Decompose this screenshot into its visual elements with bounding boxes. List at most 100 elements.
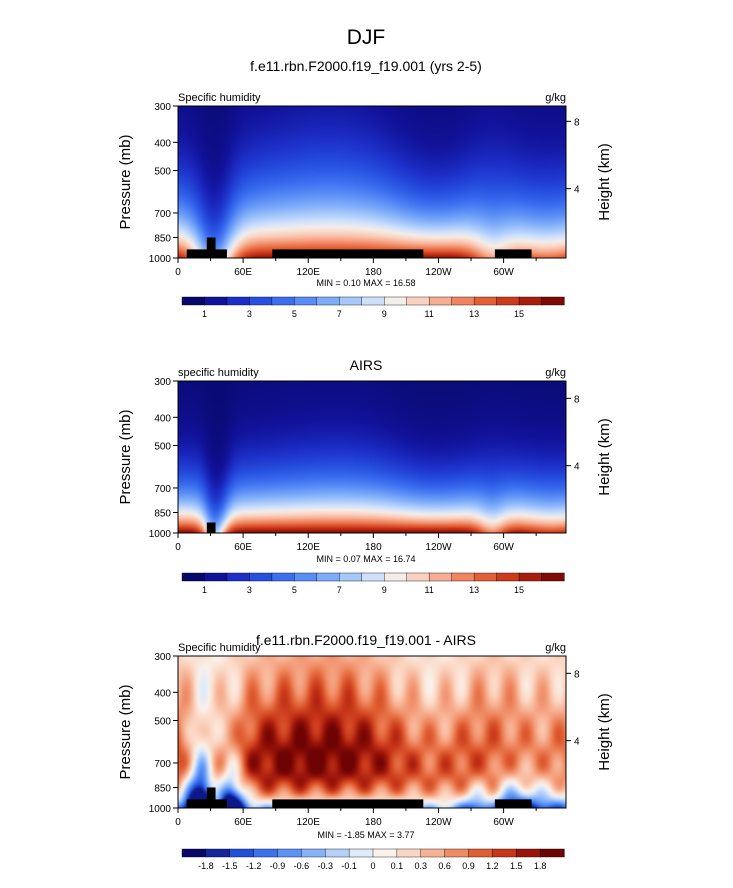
panels: f.e11.rbn.F2000.f19_f19.001 (yrs 2-5) Spe… <box>117 58 613 871</box>
chart-panel-3: f.e11.rbn.F2000.f19_f19.001 - AIRSSpecif… <box>117 632 613 871</box>
colorbar-label: 1 <box>202 309 207 319</box>
colorbar-swatch <box>181 848 207 858</box>
x-tick-label: 120W <box>425 542 452 553</box>
colorbar-swatch <box>518 296 543 306</box>
left-label: specific humidity <box>178 367 259 379</box>
colorbar-label: 3 <box>247 585 252 595</box>
x-tick-label: 120E <box>297 817 321 828</box>
colorbar-label: 1.5 <box>510 861 523 871</box>
y-tick-label: 300 <box>154 102 171 113</box>
colorbar-swatch <box>473 296 498 306</box>
colorbar-swatch <box>204 572 228 582</box>
colorbar-swatch <box>492 848 517 858</box>
colorbar-label: 15 <box>514 309 524 319</box>
colorbar-swatch <box>204 296 228 306</box>
colorbar-label: 0.6 <box>438 861 451 871</box>
colorbar-label: 1 <box>202 585 207 595</box>
terrain-block <box>272 249 424 258</box>
colorbar-swatch <box>539 848 565 858</box>
right-label: g/kg <box>545 92 566 104</box>
colorbar-swatch <box>339 572 363 582</box>
colorbar-swatch <box>205 848 231 858</box>
x-tick-label: 0 <box>175 267 181 278</box>
colorbar-swatch <box>316 296 340 306</box>
colorbar-swatch <box>294 572 318 582</box>
colorbar-label: 11 <box>425 309 434 319</box>
terrain-block <box>186 249 227 258</box>
colorbar-swatch <box>541 296 565 306</box>
colorbar-label: 13 <box>469 309 479 319</box>
colorbar-label: 1.2 <box>486 861 499 871</box>
colorbar-label: -1.5 <box>222 861 238 871</box>
colorbar-label: 0.1 <box>391 861 404 871</box>
y2-tick-label: 8 <box>574 669 580 680</box>
colorbar-swatch <box>541 572 565 582</box>
y-axis-title: Pressure (mb) <box>117 134 134 229</box>
colorbar: 1 3 5 7 9 11 13 15 <box>181 296 565 319</box>
x-tick-label: 120W <box>425 817 452 828</box>
colorbar-swatch <box>444 848 470 858</box>
colorbar-label: 9 <box>382 585 387 595</box>
colorbar-swatch <box>181 572 206 582</box>
colorbar-label: -0.1 <box>341 861 357 871</box>
colorbar-label: -1.8 <box>198 861 214 871</box>
field-image <box>178 381 566 533</box>
terrain-block <box>206 787 216 808</box>
colorbar-label: 9 <box>382 309 387 319</box>
y-tick-label: 500 <box>154 166 171 177</box>
plot-frame <box>177 655 567 809</box>
y-tick-label: 700 <box>154 209 171 220</box>
chart-panel-1: f.e11.rbn.F2000.f19_f19.001 (yrs 2-5) Spe… <box>117 58 613 319</box>
min-max-text: MIN = 0.10 MAX = 16.58 <box>316 278 415 288</box>
colorbar-label: 13 <box>469 585 479 595</box>
colorbar-label: 0 <box>370 861 375 871</box>
field-image <box>178 106 566 258</box>
colorbar-label: -1.2 <box>246 861 262 871</box>
y-axis-title: Pressure (mb) <box>117 409 134 504</box>
terrain-block <box>186 799 227 808</box>
x-tick-label: 0 <box>175 542 181 553</box>
panel-title: f.e11.rbn.F2000.f19_f19.001 (yrs 2-5) <box>250 58 482 74</box>
terrain-block <box>272 799 424 808</box>
plot-frame <box>177 105 567 259</box>
terrain-block <box>206 522 216 533</box>
y2-axis-title: Height (km) <box>596 418 613 496</box>
left-label: Specific humidity <box>178 642 261 654</box>
y2-tick-label: 4 <box>574 185 580 196</box>
colorbar-label: 5 <box>292 309 297 319</box>
colorbar-swatch <box>384 572 408 582</box>
colorbar-swatch <box>325 848 350 858</box>
colorbar-swatch <box>406 572 430 582</box>
colorbar-label: -0.9 <box>270 861 286 871</box>
y-tick-label: 500 <box>154 441 171 452</box>
panel-title: AIRS <box>350 357 383 373</box>
x-tick-label: 60E <box>234 542 252 553</box>
panel-title: f.e11.rbn.F2000.f19_f19.001 - AIRS <box>256 632 476 648</box>
left-label: Specific humidity <box>178 92 261 104</box>
colorbar-label: -0.3 <box>317 861 333 871</box>
right-label: g/kg <box>545 367 566 379</box>
x-tick-label: 60W <box>493 817 514 828</box>
figure-title: DJF <box>347 26 386 49</box>
y-tick-label: 700 <box>154 484 171 495</box>
y-tick-label: 400 <box>154 413 171 424</box>
colorbar-swatch <box>516 848 541 858</box>
colorbar-swatch <box>518 572 543 582</box>
colorbar: 1 3 5 7 9 11 13 15 <box>181 572 565 595</box>
colorbar-swatch <box>396 848 422 858</box>
x-tick-label: 180 <box>365 817 382 828</box>
y-tick-label: 700 <box>154 759 171 770</box>
colorbar-swatch <box>428 572 453 582</box>
y2-axis-title: Height (km) <box>596 693 613 771</box>
colorbar-swatch <box>253 848 279 858</box>
colorbar-swatch <box>301 848 326 858</box>
colorbar-swatch <box>420 848 446 858</box>
plot-frame <box>177 380 567 534</box>
y2-axis-title: Height (km) <box>596 143 613 221</box>
colorbar-swatch <box>339 296 363 306</box>
colorbar-swatch <box>316 572 340 582</box>
terrain-block <box>494 799 532 808</box>
y-tick-label: 300 <box>154 377 171 388</box>
colorbar-swatch <box>348 848 374 858</box>
colorbar-swatch <box>468 848 493 858</box>
